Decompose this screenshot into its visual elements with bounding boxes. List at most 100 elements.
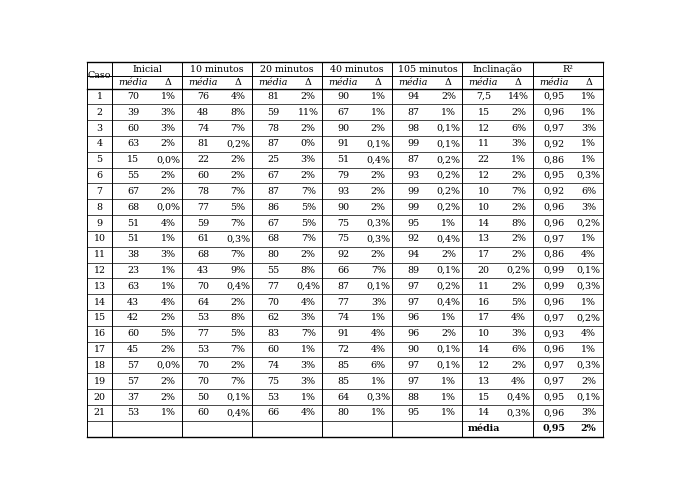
- Text: 1%: 1%: [581, 345, 596, 354]
- Text: 87: 87: [407, 155, 419, 164]
- Text: 3%: 3%: [301, 377, 316, 386]
- Text: 93: 93: [407, 171, 419, 180]
- Text: 2%: 2%: [511, 203, 526, 212]
- Text: 2%: 2%: [511, 234, 526, 244]
- Text: 2%: 2%: [301, 250, 316, 259]
- Text: 4%: 4%: [301, 297, 316, 307]
- Text: 2%: 2%: [581, 377, 596, 386]
- Text: 2%: 2%: [371, 171, 386, 180]
- Text: 70: 70: [197, 377, 209, 386]
- Text: 0%: 0%: [301, 139, 316, 148]
- Text: 3%: 3%: [511, 139, 526, 148]
- Text: 11%: 11%: [297, 108, 319, 117]
- Text: 53: 53: [197, 313, 209, 323]
- Text: 77: 77: [267, 282, 279, 291]
- Text: 77: 77: [337, 297, 349, 307]
- Text: 11: 11: [477, 282, 489, 291]
- Text: 90: 90: [407, 345, 419, 354]
- Text: 89: 89: [407, 266, 419, 275]
- Text: 20 minutos: 20 minutos: [260, 65, 314, 74]
- Text: 2%: 2%: [161, 187, 176, 196]
- Text: 0,3%: 0,3%: [577, 171, 600, 180]
- Text: 0,92: 0,92: [543, 187, 564, 196]
- Text: 0,1%: 0,1%: [366, 139, 390, 148]
- Text: 0,2%: 0,2%: [436, 203, 460, 212]
- Text: 67: 67: [267, 171, 279, 180]
- Text: 5%: 5%: [511, 297, 526, 307]
- Text: 1: 1: [97, 92, 102, 101]
- Text: 4%: 4%: [161, 297, 176, 307]
- Text: 15: 15: [477, 393, 489, 402]
- Text: 0,95: 0,95: [543, 92, 564, 101]
- Text: 23: 23: [127, 266, 139, 275]
- Text: 70: 70: [127, 92, 139, 101]
- Text: 77: 77: [197, 329, 209, 338]
- Text: 79: 79: [337, 171, 349, 180]
- Text: Inclinação: Inclinação: [472, 64, 522, 74]
- Text: 85: 85: [337, 361, 349, 370]
- Text: 7%: 7%: [301, 329, 316, 338]
- Text: 7%: 7%: [231, 345, 246, 354]
- Text: 5%: 5%: [161, 329, 176, 338]
- Text: 17: 17: [477, 313, 489, 323]
- Text: 0,3%: 0,3%: [366, 218, 390, 228]
- Text: R²: R²: [562, 65, 573, 74]
- Text: 12: 12: [477, 171, 489, 180]
- Text: 0,3%: 0,3%: [577, 282, 600, 291]
- Text: 4%: 4%: [581, 329, 596, 338]
- Text: 2%: 2%: [371, 187, 386, 196]
- Text: 0,1%: 0,1%: [436, 361, 460, 370]
- Text: 16: 16: [477, 297, 489, 307]
- Text: 0,97: 0,97: [543, 377, 564, 386]
- Text: 15: 15: [94, 313, 106, 323]
- Text: 53: 53: [267, 393, 279, 402]
- Text: 64: 64: [197, 297, 209, 307]
- Text: 12: 12: [477, 361, 489, 370]
- Text: 0,1%: 0,1%: [436, 345, 460, 354]
- Text: Δ: Δ: [585, 78, 592, 87]
- Text: 0,1%: 0,1%: [366, 282, 390, 291]
- Text: 68: 68: [127, 203, 139, 212]
- Text: 7%: 7%: [231, 218, 246, 228]
- Text: 2%: 2%: [231, 361, 246, 370]
- Text: 22: 22: [477, 155, 489, 164]
- Text: 1%: 1%: [161, 92, 176, 101]
- Text: 2%: 2%: [371, 250, 386, 259]
- Text: 17: 17: [94, 345, 106, 354]
- Text: média: média: [188, 78, 218, 87]
- Text: 0,0%: 0,0%: [156, 155, 180, 164]
- Text: 13: 13: [477, 377, 489, 386]
- Text: 87: 87: [267, 187, 279, 196]
- Text: 14: 14: [477, 409, 489, 417]
- Text: 51: 51: [127, 234, 139, 244]
- Text: 1%: 1%: [441, 409, 456, 417]
- Text: 80: 80: [267, 250, 279, 259]
- Text: média: média: [328, 78, 358, 87]
- Text: 0,2%: 0,2%: [577, 218, 600, 228]
- Text: 21: 21: [94, 409, 106, 417]
- Text: 7%: 7%: [231, 124, 246, 132]
- Text: 6%: 6%: [511, 345, 526, 354]
- Text: 0,95: 0,95: [543, 171, 564, 180]
- Text: 14: 14: [477, 345, 489, 354]
- Text: 85: 85: [337, 377, 349, 386]
- Text: 1%: 1%: [441, 313, 456, 323]
- Text: 7: 7: [97, 187, 102, 196]
- Text: 16: 16: [94, 329, 106, 338]
- Text: 62: 62: [267, 313, 279, 323]
- Text: 70: 70: [197, 361, 209, 370]
- Text: 6%: 6%: [581, 187, 596, 196]
- Text: 0,3%: 0,3%: [577, 361, 600, 370]
- Text: 96: 96: [407, 329, 419, 338]
- Text: 75: 75: [267, 377, 279, 386]
- Text: 0,86: 0,86: [543, 155, 564, 164]
- Text: 6%: 6%: [511, 124, 526, 132]
- Text: 90: 90: [337, 203, 349, 212]
- Text: 11: 11: [94, 250, 106, 259]
- Text: 59: 59: [197, 218, 209, 228]
- Text: 74: 74: [267, 361, 279, 370]
- Text: 90: 90: [337, 124, 349, 132]
- Text: Inicial: Inicial: [132, 65, 162, 74]
- Text: 1%: 1%: [581, 139, 596, 148]
- Text: 1%: 1%: [161, 266, 176, 275]
